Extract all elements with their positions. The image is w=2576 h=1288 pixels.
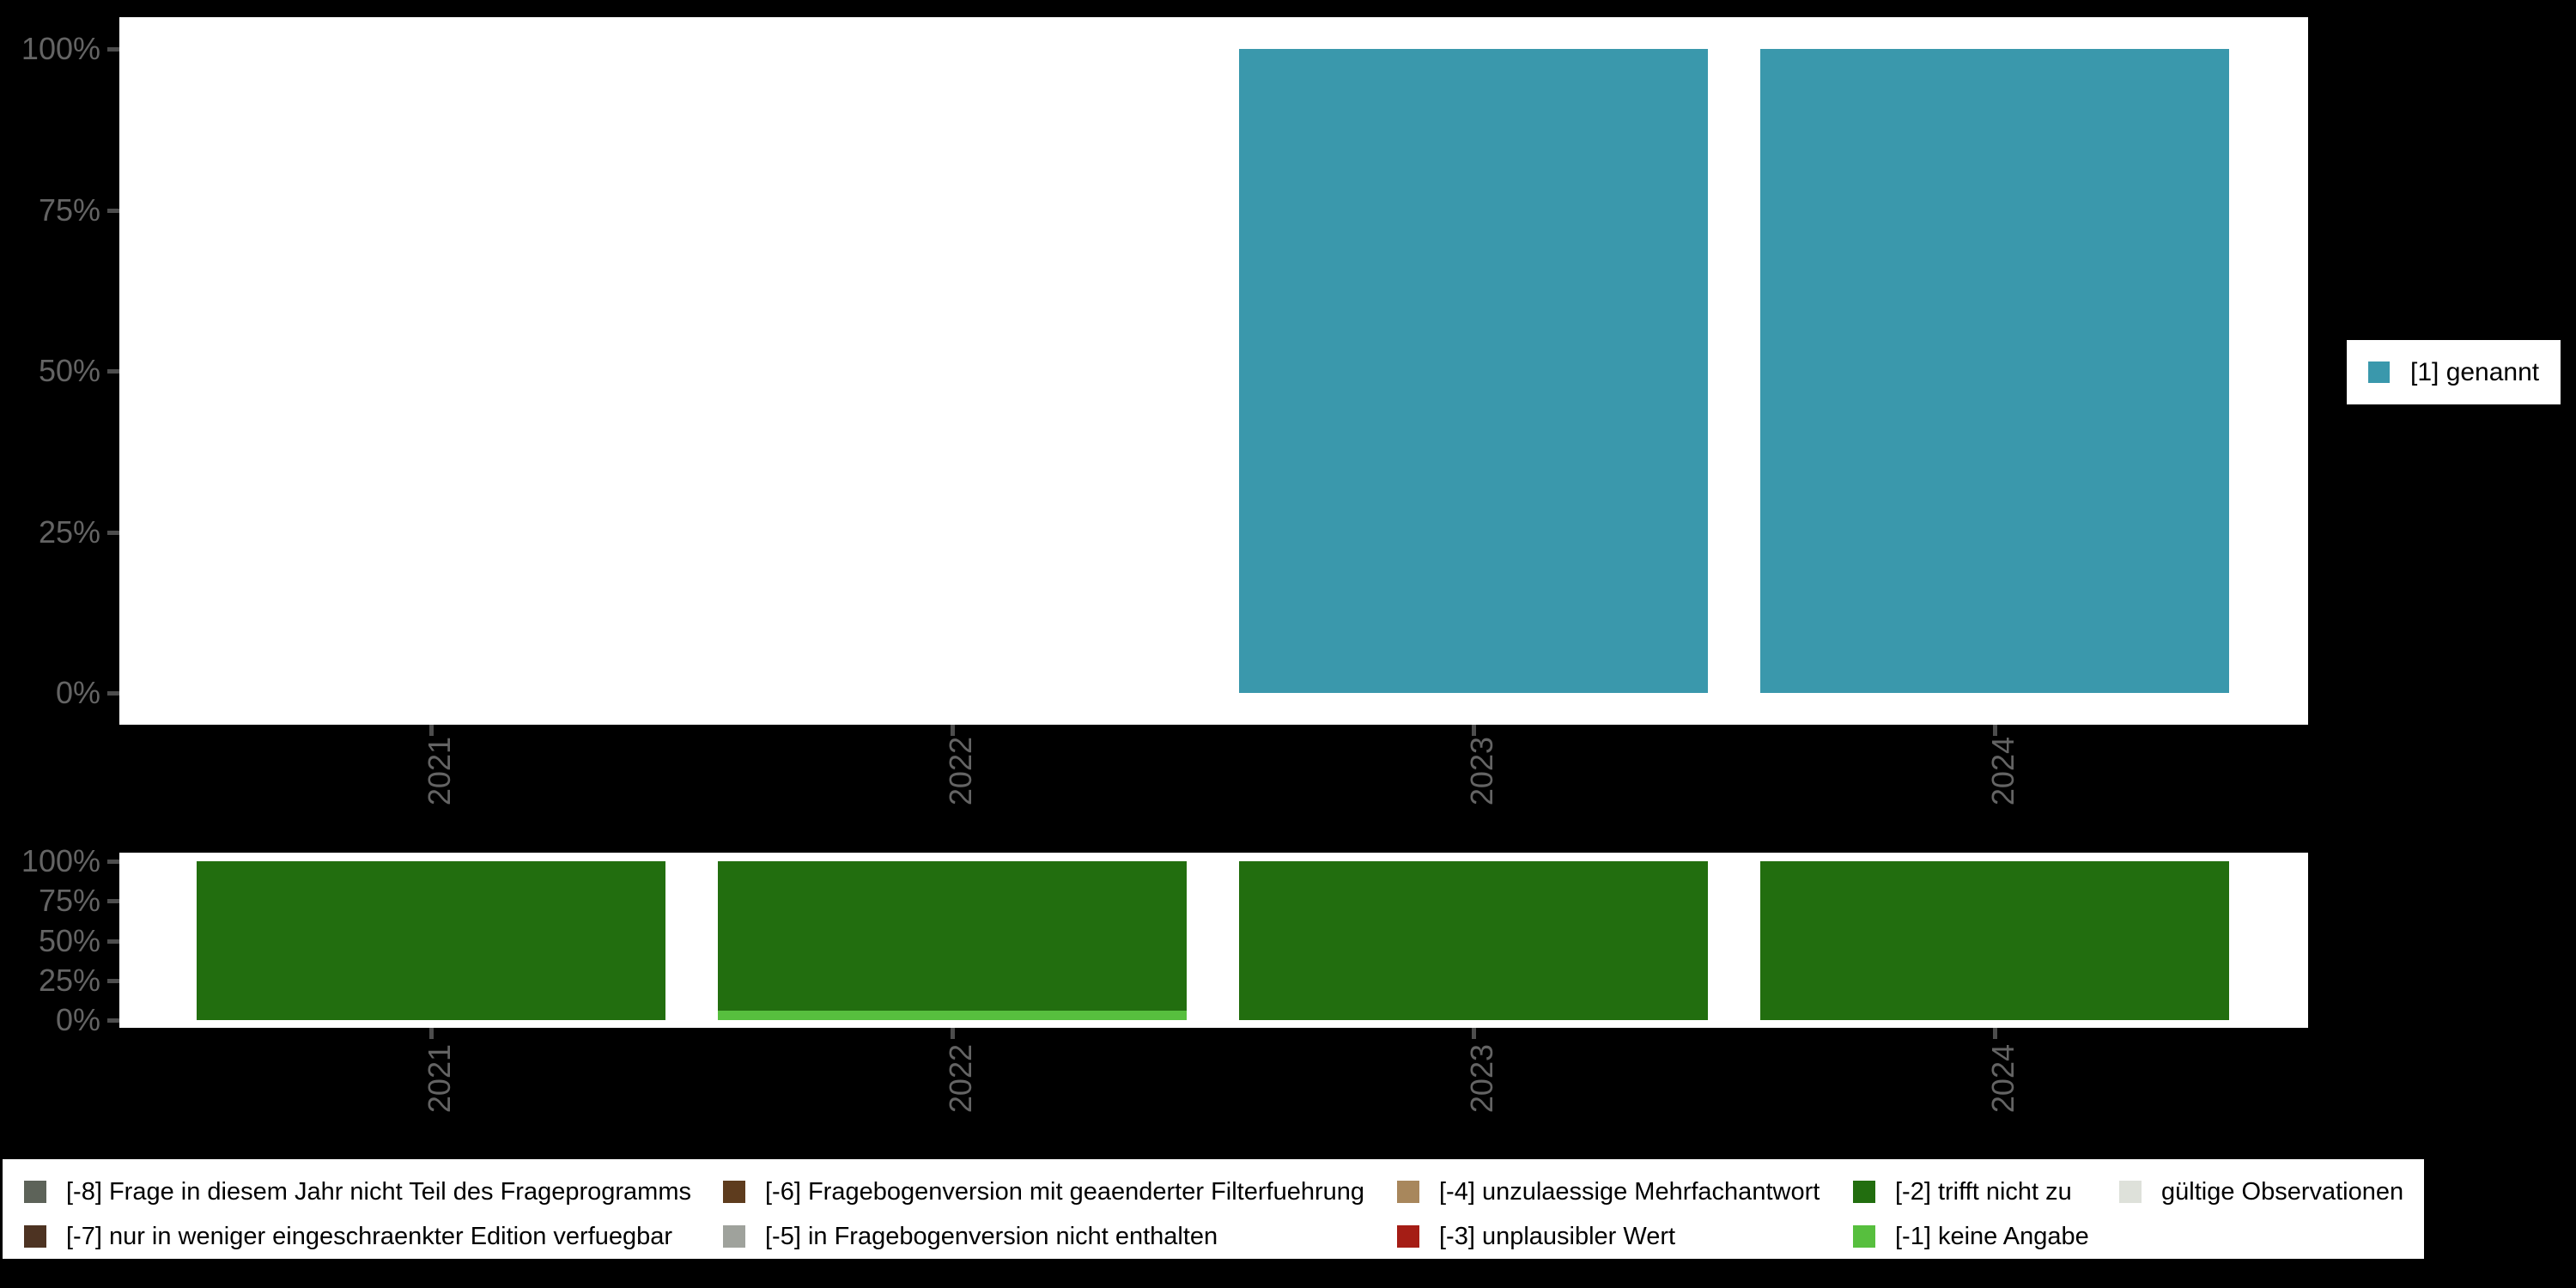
legend-item-m6: [-6] Fragebogenversion mit geaenderter F… bbox=[723, 1177, 1364, 1206]
top-plot-area bbox=[119, 17, 2308, 725]
legend-item-m5: [-5] in Fragebogenversion nicht enthalte… bbox=[723, 1222, 1218, 1250]
bottom-legend: [-8] Frage in diesem Jahr nicht Teil des… bbox=[3, 1159, 2424, 1259]
x-axis-tick bbox=[1472, 1028, 1476, 1039]
legend-label-genannt: [1] genannt bbox=[2410, 357, 2540, 386]
legend-swatch-m6 bbox=[723, 1181, 745, 1203]
bar-segment-2023 bbox=[1239, 49, 1708, 693]
legend-swatch-m8 bbox=[24, 1181, 46, 1203]
x-axis-label: 2024 bbox=[1985, 737, 2020, 806]
x-axis-tick bbox=[951, 725, 955, 736]
legend-item-m8: [-8] Frage in diesem Jahr nicht Teil des… bbox=[24, 1177, 691, 1206]
legend-swatch-m7 bbox=[24, 1225, 46, 1248]
y-axis-tick bbox=[107, 978, 119, 983]
x-axis-label: 2022 bbox=[943, 737, 978, 806]
y-axis-tick bbox=[107, 939, 119, 944]
y-axis-tick bbox=[107, 860, 119, 864]
x-axis-tick bbox=[429, 725, 434, 736]
x-axis-tick bbox=[951, 1028, 955, 1039]
legend-item-label: [-7] nur in weniger eingeschraenkter Edi… bbox=[66, 1222, 673, 1250]
bar-segment-2024 bbox=[1760, 49, 2229, 693]
y-axis-tick bbox=[107, 47, 119, 52]
bar-segment-2024 bbox=[1760, 861, 2229, 1020]
y-axis-tick bbox=[107, 208, 119, 213]
x-axis-label: 2021 bbox=[422, 737, 457, 806]
legend-swatch-valid bbox=[2119, 1181, 2142, 1203]
y-axis-tick bbox=[107, 1018, 119, 1023]
bar-segment-2021 bbox=[197, 861, 665, 1020]
y-axis-tick bbox=[107, 899, 119, 904]
x-axis-tick bbox=[1472, 725, 1476, 736]
y-axis-label: 50% bbox=[38, 353, 100, 388]
x-axis-tick bbox=[429, 1028, 434, 1039]
x-axis-label: 2024 bbox=[1985, 1044, 2020, 1114]
top-chart-legend: [1] genannt bbox=[2347, 340, 2561, 404]
legend-item-label: gültige Observationen bbox=[2161, 1177, 2404, 1206]
y-axis-label: 0% bbox=[55, 675, 100, 710]
legend-item-label: [-3] unplausibler Wert bbox=[1439, 1222, 1676, 1250]
y-axis-label: 25% bbox=[38, 962, 100, 998]
x-axis-tick bbox=[1993, 725, 1997, 736]
x-axis-label: 2023 bbox=[1464, 1044, 1499, 1114]
y-axis-label: 75% bbox=[38, 883, 100, 919]
legend-swatch-m2 bbox=[1853, 1181, 1875, 1203]
legend-swatch-m1 bbox=[1853, 1225, 1875, 1248]
bottom-plot-area bbox=[119, 853, 2308, 1028]
legend-item-label: [-5] in Fragebogenversion nicht enthalte… bbox=[765, 1222, 1218, 1250]
legend-item-label: [-2] trifft nicht zu bbox=[1895, 1177, 2072, 1206]
legend-item-label: [-8] Frage in diesem Jahr nicht Teil des… bbox=[66, 1177, 691, 1206]
legend-item-valid: gültige Observationen bbox=[2119, 1177, 2404, 1206]
y-axis-label: 100% bbox=[21, 31, 100, 66]
y-axis-tick bbox=[107, 530, 119, 535]
legend-item-m2: [-2] trifft nicht zu bbox=[1853, 1177, 2072, 1206]
legend-swatch-m4 bbox=[1397, 1181, 1419, 1203]
x-axis-tick bbox=[1993, 1028, 1997, 1039]
y-axis-tick bbox=[107, 691, 119, 696]
x-axis-label: 2022 bbox=[943, 1044, 978, 1114]
y-axis-label: 75% bbox=[38, 191, 100, 228]
legend-item-label: [-1] keine Angabe bbox=[1895, 1222, 2089, 1250]
y-axis-label: 100% bbox=[21, 843, 100, 878]
bar-segment-2023 bbox=[1239, 861, 1708, 1020]
y-axis-label: 50% bbox=[38, 922, 100, 958]
y-axis-label: 0% bbox=[55, 1002, 100, 1037]
legend-item-m3: [-3] unplausibler Wert bbox=[1397, 1222, 1676, 1250]
bar-segment-2022 bbox=[718, 1010, 1187, 1020]
legend-item-label: [-6] Fragebogenversion mit geaenderter F… bbox=[765, 1177, 1364, 1206]
x-axis-label: 2021 bbox=[422, 1044, 457, 1114]
legend-item-m1: [-1] keine Angabe bbox=[1853, 1222, 2089, 1250]
legend-item-m7: [-7] nur in weniger eingeschraenkter Edi… bbox=[24, 1222, 673, 1250]
legend-swatch-m5 bbox=[723, 1225, 745, 1248]
x-axis-label: 2023 bbox=[1464, 737, 1499, 806]
legend-swatch-genannt bbox=[2368, 361, 2390, 383]
legend-item-label: [-4] unzulaessige Mehrfachantwort bbox=[1439, 1177, 1820, 1206]
legend-item-m4: [-4] unzulaessige Mehrfachantwort bbox=[1397, 1177, 1820, 1206]
bar-segment-2022 bbox=[718, 861, 1187, 1011]
y-axis-tick bbox=[107, 369, 119, 374]
y-axis-label: 25% bbox=[38, 513, 100, 550]
legend-swatch-m3 bbox=[1397, 1225, 1419, 1248]
